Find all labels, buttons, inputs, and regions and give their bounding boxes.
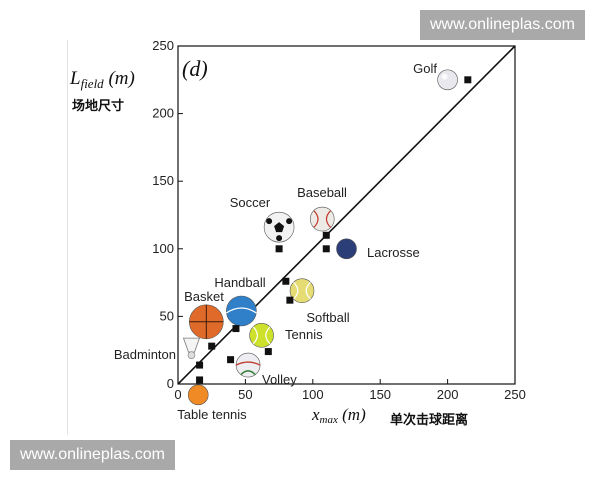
watermark-top: www.onlineplas.com	[420, 10, 585, 40]
data-point-volley	[227, 356, 235, 364]
plot-frame	[177, 45, 516, 385]
baseball-ball-icon	[309, 206, 335, 232]
data-point-soccer	[275, 245, 283, 253]
data-point-tennis	[264, 348, 272, 356]
data-point-handball	[282, 277, 290, 285]
panel-label: (d)	[182, 56, 208, 81]
label-soccer: Soccer	[230, 195, 271, 210]
y-tick-label: 100	[152, 241, 174, 256]
x-tick-label: 0	[174, 387, 181, 402]
y-tick-label: 200	[152, 106, 174, 121]
data-point-golf	[464, 76, 472, 84]
label-golf: Golf	[413, 61, 437, 76]
label-lacrosse: Lacrosse	[367, 245, 420, 260]
basketball-ball-icon	[189, 304, 224, 340]
x-axis-label: xmax (m)	[311, 405, 366, 426]
reference-line	[177, 45, 516, 385]
x-axis-label-cn: 单次击球距离	[390, 412, 468, 428]
y-tick-label: 0	[167, 376, 174, 391]
shuttlecock-icon	[182, 337, 201, 359]
lacrosse-ball-icon	[336, 238, 357, 260]
label-handball: Handball	[214, 275, 265, 290]
soccer-ball-icon	[263, 211, 295, 243]
y-axis-label: Lfield (m)	[69, 68, 135, 91]
label-basket: Basket	[184, 289, 224, 304]
handball-ball-icon	[226, 295, 257, 327]
label-volley: Volley	[262, 372, 297, 387]
data-point-basket	[232, 325, 240, 333]
x-tick-label: 50	[238, 387, 252, 402]
data-point-lacrosse	[322, 245, 330, 253]
x-tick-label: 150	[369, 387, 391, 402]
x-tick-label: 100	[302, 387, 324, 402]
data-point-table-tennis-low	[196, 376, 204, 384]
label-baseball: Baseball	[297, 185, 347, 200]
softball-ball-icon	[289, 278, 315, 304]
label-softball: Softball	[306, 310, 349, 325]
data-point-table-tennis	[196, 361, 204, 369]
watermark-bottom: www.onlineplas.com	[10, 440, 175, 470]
data-point-softball	[286, 296, 294, 304]
y-tick-label: 50	[160, 308, 174, 323]
y-axis-label-cn: 场地尺寸	[72, 98, 124, 114]
x-tick-label: 250	[504, 387, 526, 402]
x-tick-label: 200	[437, 387, 459, 402]
page-divider	[67, 40, 68, 435]
golf-ball-icon	[437, 69, 458, 91]
data-point-badm-nton	[208, 342, 216, 350]
label-badminton: Badminton	[114, 347, 176, 362]
tennis-ball-icon	[249, 323, 274, 348]
table-tennis-ball-icon	[187, 384, 209, 406]
y-tick-label: 250	[152, 38, 174, 53]
label-tennis: Tennis	[285, 327, 323, 342]
data-point-baseball	[322, 231, 330, 239]
label-table-tennis: Table tennis	[177, 407, 247, 422]
y-tick-label: 150	[152, 173, 174, 188]
volleyball-ball-icon	[235, 352, 261, 378]
